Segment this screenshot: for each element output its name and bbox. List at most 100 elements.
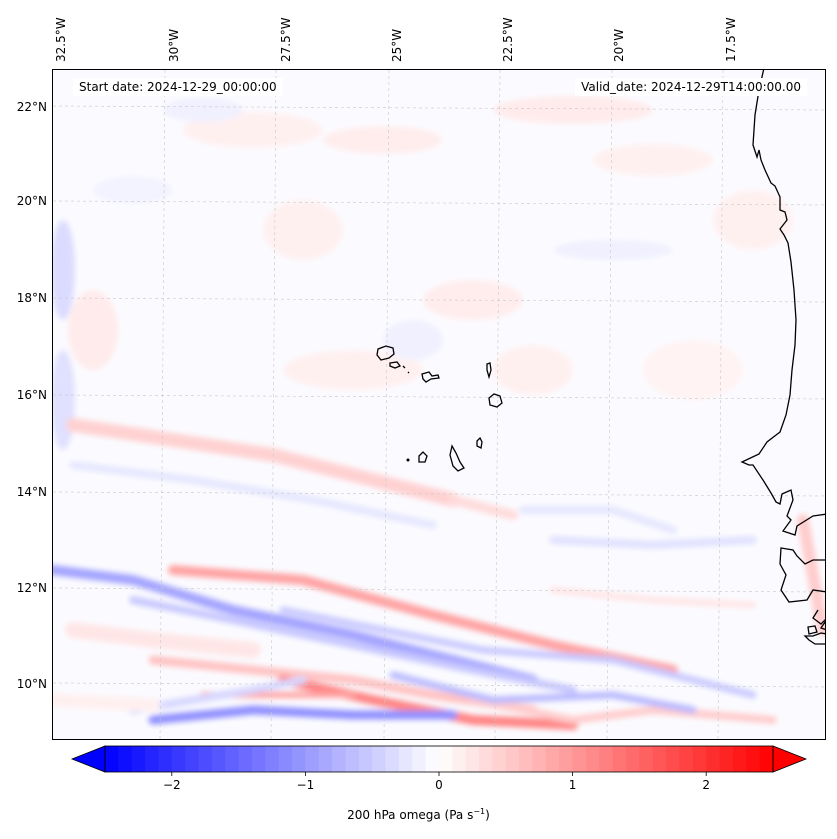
meridian-gridline [494,70,501,739]
colorbar-segment [612,746,627,772]
colorbar-segment [345,746,360,772]
ascent-band [279,606,757,699]
descent-band [53,693,160,712]
descent-band [278,675,578,730]
colorbar-segment [492,746,507,772]
ascent-patch [383,320,443,360]
colorbar-segment [532,746,547,772]
island-sao-vicente [389,361,402,369]
colorbar-label: 200 hPa omega (Pa s−1) [347,807,490,822]
meridian-gridline [383,70,390,739]
bissagos-coast [803,632,825,645]
descent-band [148,655,538,715]
valid-date-label: Valid_date: 2024-12-29T14:00:00.00 [575,78,807,96]
omega-field [53,70,825,739]
colorbar-segment [238,746,253,772]
ascent-band [549,536,757,550]
colorbar-segment [452,746,467,772]
island-fogo [418,451,428,463]
colorbar-segment [425,746,440,772]
colorbar-segment [599,746,614,772]
colorbar-tick-label: 0 [435,778,443,792]
meridian-gridline [270,70,277,739]
gambia-senegal-border-coast [779,547,825,603]
colorbar-extend-min [70,745,106,773]
ascent-band [69,461,437,529]
gridlines [53,70,825,739]
colorbar-segment [145,746,160,772]
colorbar-segment [545,746,560,772]
colorbar-segment [585,746,600,772]
colorbar-segment [572,746,587,772]
coastline [376,70,825,645]
colorbar-tick-label: 1 [568,778,577,792]
lon-label: 22.5°W [501,17,515,62]
colorbar-segment [626,746,640,772]
island-santa-luzia [402,365,410,374]
ascent-band [129,676,307,714]
descent-band [65,622,261,658]
descent-patch [283,350,423,390]
parallel-gridline [53,200,825,206]
lon-label: 20°W [612,28,626,62]
ascent-band [129,596,577,694]
colorbar-segment [358,746,373,772]
colorbar-segment [559,746,574,772]
colorbar-segment [412,746,427,772]
descent-patch [713,190,793,250]
ascent-band [519,506,677,534]
colorbar-extend-max [772,745,808,773]
start-date-label: Start date: 2024-12-29_00:00:00 [73,78,283,96]
descent-patch [593,144,713,176]
meridian-gridline [717,70,724,739]
colorbar-segment [292,746,306,772]
island-brava [406,458,410,462]
lon-label: 25°W [390,28,404,62]
island-boa-vista [488,393,503,408]
colorbar-segment [385,746,400,772]
colorbar-segment [706,746,721,772]
ascent-band [53,565,538,685]
colorbar-segment [265,746,280,772]
african-coastline [740,70,825,536]
colorbar-tick-label: 2 [702,778,711,792]
island-santo-antao [376,345,395,361]
island-maio [476,436,483,449]
descent-band [469,696,777,725]
island-sal [486,362,492,380]
colorbar-segment [746,746,761,772]
colorbar-segment [105,746,119,772]
colorbar-segment [185,746,200,772]
ascent-patch [93,176,173,204]
descent-band [448,495,518,520]
descent-band [797,514,825,636]
ascent-band [389,671,697,714]
colorbar-segment [666,746,681,772]
descent-patch [263,200,343,260]
ascent-patch [553,240,673,260]
map-panel[interactable]: Start date: 2024-12-29_00:00:00 Valid_da… [52,69,826,740]
colorbar-segment [519,746,534,772]
lat-label: 14°N [16,485,47,499]
bijagos-islands [807,620,825,635]
colorbar-tick-label: −1 [296,778,315,792]
colorbar-segment [305,746,320,772]
colorbar-segment [318,746,333,772]
lat-label: 18°N [16,291,47,305]
colorbar-segment [131,746,146,772]
descent-band [549,586,757,609]
colorbar-segment [639,746,654,772]
colorbar-segment [332,746,347,772]
colorbar-segment [479,746,494,772]
colorbar-segment [732,746,747,772]
ascent-patch [53,350,75,450]
colorbar-segment [465,746,480,772]
descent-patch [68,290,118,370]
colorbar-segment [372,746,387,772]
colorbar-segment [171,746,186,772]
colorbar-segment [398,746,413,772]
island-santiago [449,444,465,472]
lat-label: 12°N [16,581,47,595]
colorbar-segment [198,746,213,772]
colorbar-segment [505,746,520,772]
